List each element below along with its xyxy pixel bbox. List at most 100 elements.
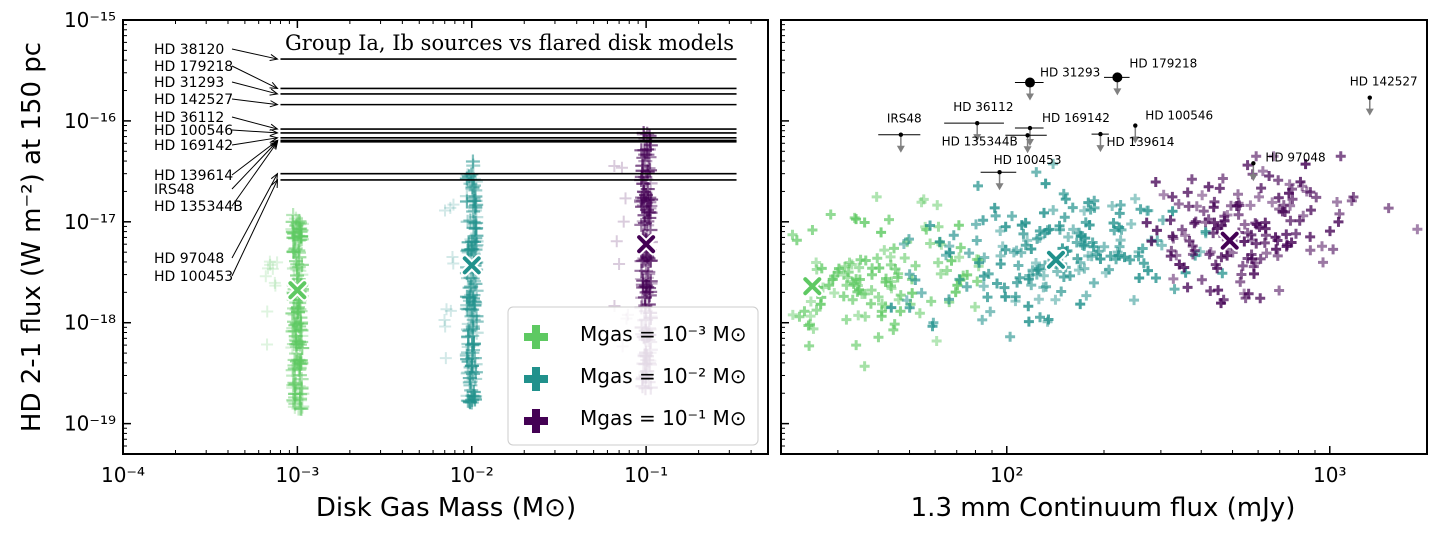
model-point [635,158,650,173]
model-point [787,229,798,240]
model-point [288,332,303,347]
x-tick-label: 10³ [1313,463,1346,487]
model-point [461,316,476,331]
model-point [1246,235,1257,246]
model-point [1010,291,1021,302]
model-point [468,365,483,380]
model-point [879,245,890,256]
left-axes: 10⁻⁴ 10⁻³ 10⁻² 10⁻¹ 10⁻¹⁵ 10⁻¹⁶ 10⁻¹⁷ 10⁻¹⁸ 10⁻¹… [64,8,769,487]
label-arrowhead [269,135,279,143]
model-point [1209,217,1220,228]
model-point [294,232,309,247]
model-point [465,328,480,343]
model-point [1108,217,1119,228]
model-point [1167,191,1178,202]
model-point [1168,273,1179,284]
legend-marker [524,325,548,349]
model-point [1200,226,1211,237]
legend-label: Mgas = 10⁻³ M⊙ [580,322,747,346]
model-point [1346,195,1357,206]
model-point [829,287,840,298]
model-point [1243,288,1254,299]
model-point [1112,247,1123,258]
model-point [1013,260,1024,271]
model-point [928,317,939,328]
model-point [293,232,308,247]
model-point [1146,236,1157,247]
model-point [1214,183,1225,194]
source-label: HD 31293 [154,75,224,91]
source-label: HD 36112 [953,100,1013,114]
model-point [1039,207,1049,218]
model-point [859,361,870,372]
model-point [1079,241,1090,252]
model-point [459,189,474,204]
model-point [461,393,476,408]
model-point [1039,228,1050,239]
model-point-outlier [615,161,628,174]
model-point [847,294,858,305]
model-point [1041,281,1052,292]
label-arrow [231,98,278,106]
model-point [1032,265,1043,276]
model-point [289,295,304,310]
model-point [291,260,306,275]
model-point [978,215,989,226]
model-point [286,244,301,259]
model-point [955,242,966,253]
model-point [1100,267,1111,278]
model-point [1032,233,1043,244]
source-marker [1098,131,1103,137]
model-point [468,216,483,231]
model-point [804,340,815,351]
model-point-outlier [613,257,626,270]
legend-marker [524,367,548,391]
model-point [910,260,921,271]
limit-arrow-head [896,145,905,153]
model-point [292,302,307,317]
model-point [811,264,822,275]
legend: Mgas = 10⁻³ M⊙ Mgas = 10⁻² M⊙ Mgas = 10⁻¹ … [507,306,759,446]
model-point-outlier [447,198,460,211]
model-point [950,287,961,298]
source-marker [1112,72,1123,83]
y-tick-label: 10⁻¹⁷ [64,210,116,234]
model-point [1311,192,1322,203]
model-point [794,311,805,322]
model-point [838,291,849,302]
model-point [461,329,476,344]
model-point [972,276,983,287]
model-point [910,274,921,285]
model-point [288,241,303,256]
model-point [933,257,944,268]
model-point [851,340,862,351]
model-point [1236,269,1247,280]
source-label: IRS48 [887,112,922,126]
model-point [1233,209,1244,220]
model-point [872,253,883,264]
limit-arrow-head [1365,108,1374,116]
model-point [925,220,936,231]
model-point [1264,171,1275,182]
right-model-medians [801,229,1241,298]
source-label: HD 100546 [154,123,233,139]
model-point [1150,273,1161,284]
model-point [1014,272,1025,283]
model-point [1142,205,1153,216]
source-label: HD 179218 [1129,56,1197,70]
model-point [857,289,868,300]
model-point [294,323,309,338]
source-marker [1251,161,1256,166]
model-point [1016,247,1027,258]
model-point [974,257,985,268]
model-point [466,336,481,351]
model-point [964,248,975,259]
model-point [1165,215,1176,226]
model-point [1068,224,1079,235]
model-point [899,252,910,263]
model-point [464,279,479,294]
model-point [287,226,302,241]
model-point [1067,202,1078,213]
model-point [932,200,943,211]
model-point [459,347,474,362]
